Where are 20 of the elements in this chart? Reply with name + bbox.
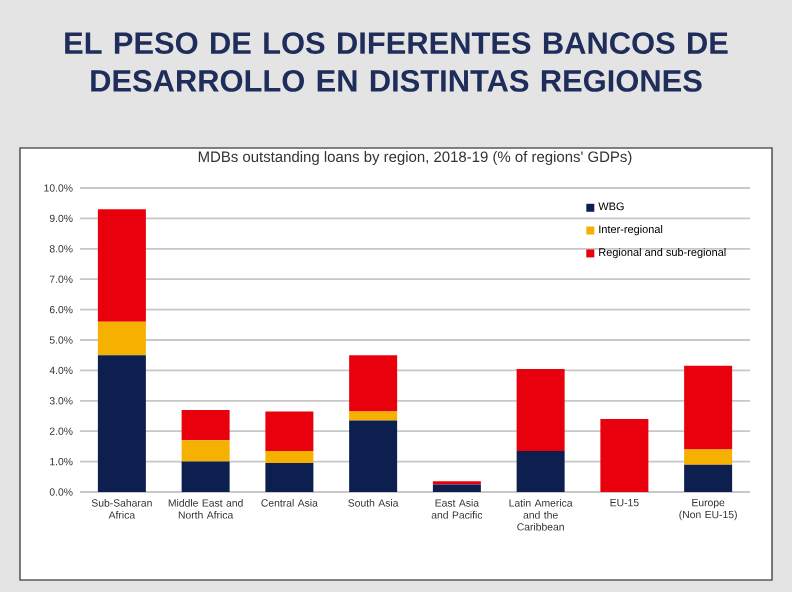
bar [265, 450, 314, 464]
bar [349, 411, 398, 421]
bar [516, 450, 565, 492]
bar [349, 355, 398, 412]
bar [600, 419, 649, 492]
bar [97, 321, 146, 356]
bar [181, 409, 230, 441]
bar [349, 420, 398, 492]
bar [97, 209, 146, 322]
bar [97, 355, 146, 492]
bar [265, 411, 314, 451]
bar [684, 464, 733, 492]
bar [516, 368, 565, 451]
bar [181, 461, 230, 492]
bar [265, 463, 314, 492]
bar [181, 440, 230, 462]
bar [684, 449, 733, 465]
bar [684, 365, 733, 450]
chart-title: EL PESO DE LOS DIFERENTES BANCOS DE DESARROLLO EN DISTINTAS REGIONES [65, 32, 728, 92]
bar [432, 484, 481, 492]
